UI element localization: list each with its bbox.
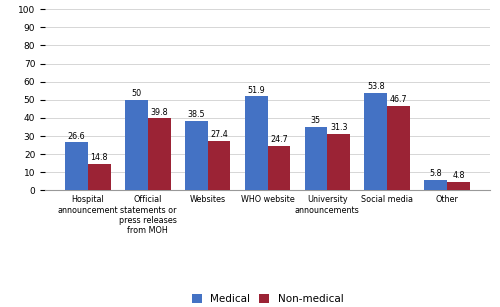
Text: 39.8: 39.8 <box>150 108 168 117</box>
Text: 4.8: 4.8 <box>452 171 464 180</box>
Bar <box>125 100 148 190</box>
Bar <box>268 146 290 190</box>
Bar <box>208 141 231 190</box>
Bar <box>65 142 88 190</box>
Text: 46.7: 46.7 <box>390 95 407 104</box>
Legend: Medical, Non-medical: Medical, Non-medical <box>188 290 348 307</box>
Text: 5.8: 5.8 <box>430 169 442 178</box>
Text: 24.7: 24.7 <box>270 135 287 144</box>
Text: 50: 50 <box>132 89 141 98</box>
Text: 14.8: 14.8 <box>90 153 108 162</box>
Text: 31.3: 31.3 <box>330 123 347 132</box>
Bar <box>148 118 171 190</box>
Bar <box>364 93 387 190</box>
Bar <box>245 96 268 190</box>
Bar <box>424 180 447 190</box>
Text: 53.8: 53.8 <box>367 83 384 91</box>
Bar <box>185 121 208 190</box>
Text: 35: 35 <box>311 116 321 126</box>
Text: 27.4: 27.4 <box>210 130 228 139</box>
Text: 26.6: 26.6 <box>68 132 86 141</box>
Bar <box>387 106 410 190</box>
Bar <box>328 134 350 190</box>
Bar <box>447 182 470 190</box>
Text: 51.9: 51.9 <box>248 86 265 95</box>
Text: 38.5: 38.5 <box>188 110 205 119</box>
Bar <box>304 127 328 190</box>
Bar <box>88 164 110 190</box>
